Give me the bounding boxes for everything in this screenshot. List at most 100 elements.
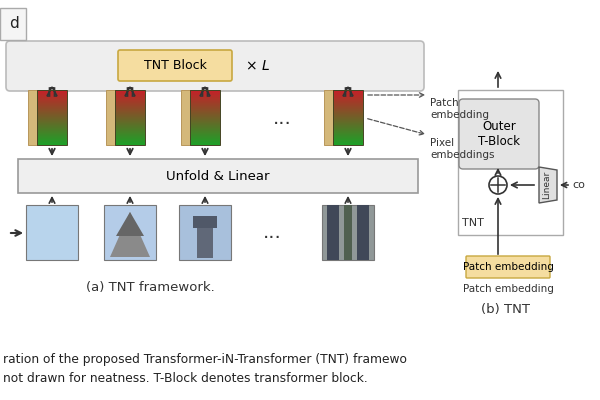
Bar: [37, 99, 67, 100]
Bar: [115, 114, 145, 115]
Text: Patch embedding: Patch embedding: [463, 284, 553, 294]
Bar: [190, 90, 220, 91]
Bar: [190, 112, 220, 113]
Bar: [37, 135, 67, 136]
Bar: [333, 103, 363, 104]
Bar: [115, 127, 145, 128]
Bar: [333, 129, 363, 130]
Bar: [115, 133, 145, 134]
Bar: [190, 123, 220, 124]
Polygon shape: [47, 87, 57, 96]
Bar: [333, 101, 363, 102]
Bar: [106, 90, 115, 145]
Bar: [37, 118, 67, 119]
Bar: [333, 137, 363, 138]
Bar: [115, 129, 145, 130]
Bar: [333, 102, 363, 103]
Bar: [115, 107, 145, 108]
Bar: [28, 90, 37, 145]
Bar: [333, 90, 363, 145]
Bar: [115, 110, 145, 111]
Bar: [190, 92, 220, 93]
Bar: [324, 90, 333, 145]
Bar: [333, 111, 363, 112]
Bar: [37, 110, 67, 111]
Bar: [190, 94, 220, 95]
Bar: [37, 97, 67, 98]
Bar: [37, 125, 67, 126]
Bar: [190, 139, 220, 140]
Bar: [190, 131, 220, 132]
Bar: [190, 138, 220, 139]
Bar: [37, 105, 67, 106]
Bar: [190, 100, 220, 101]
Bar: [190, 101, 220, 102]
Bar: [333, 123, 363, 124]
Bar: [190, 107, 220, 108]
Bar: [333, 98, 363, 99]
Bar: [115, 101, 145, 102]
Bar: [37, 90, 67, 145]
Bar: [333, 144, 363, 145]
Bar: [333, 110, 363, 111]
Bar: [190, 106, 220, 107]
Bar: [115, 102, 145, 103]
Bar: [37, 144, 67, 145]
Bar: [333, 117, 363, 118]
Bar: [37, 98, 67, 99]
Text: × L: × L: [246, 58, 270, 72]
Bar: [327, 205, 339, 260]
Bar: [115, 106, 145, 107]
Bar: [115, 120, 145, 121]
Polygon shape: [125, 87, 135, 96]
Bar: [190, 91, 220, 92]
Bar: [115, 137, 145, 138]
Bar: [115, 134, 145, 135]
Bar: [37, 120, 67, 121]
Bar: [190, 118, 220, 119]
Text: Unfold & Linear: Unfold & Linear: [166, 170, 270, 182]
Bar: [115, 141, 145, 142]
Bar: [333, 125, 363, 126]
Bar: [190, 122, 220, 123]
Bar: [333, 100, 363, 101]
Bar: [322, 205, 374, 260]
Bar: [190, 110, 220, 111]
Bar: [190, 102, 220, 103]
FancyBboxPatch shape: [6, 41, 424, 91]
Bar: [115, 138, 145, 139]
Text: Patch embedding: Patch embedding: [463, 262, 553, 272]
Bar: [37, 109, 67, 110]
Bar: [115, 124, 145, 125]
Bar: [333, 131, 363, 132]
Bar: [333, 112, 363, 113]
Bar: [333, 118, 363, 119]
Bar: [190, 141, 220, 142]
Bar: [37, 137, 67, 138]
Bar: [190, 125, 220, 126]
Bar: [37, 126, 67, 127]
Bar: [333, 143, 363, 144]
Bar: [37, 117, 67, 118]
Bar: [333, 122, 363, 123]
Bar: [333, 113, 363, 114]
Bar: [115, 97, 145, 98]
Bar: [190, 133, 220, 134]
Bar: [333, 108, 363, 109]
Bar: [190, 136, 220, 137]
Bar: [333, 127, 363, 128]
Polygon shape: [116, 212, 144, 236]
Bar: [37, 141, 67, 142]
Bar: [333, 128, 363, 129]
Text: TNT Block: TNT Block: [143, 59, 206, 72]
Polygon shape: [110, 212, 150, 257]
Bar: [115, 99, 145, 100]
Bar: [37, 103, 67, 104]
Bar: [333, 96, 363, 97]
Bar: [115, 132, 145, 133]
Bar: [115, 143, 145, 144]
Bar: [333, 138, 363, 139]
Bar: [190, 143, 220, 144]
Bar: [190, 111, 220, 112]
Bar: [104, 205, 156, 260]
